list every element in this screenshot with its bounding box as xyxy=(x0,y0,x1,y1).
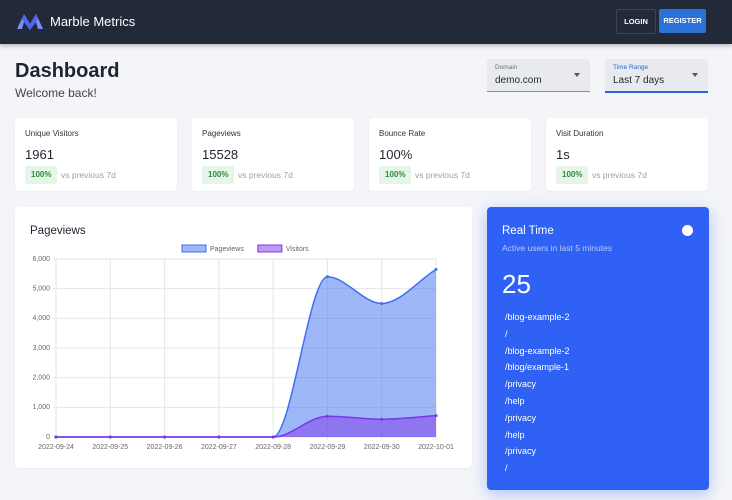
x-tick-label: 2022-09-30 xyxy=(364,444,400,451)
realtime-page: / xyxy=(505,328,508,339)
realtime-page: /privacy xyxy=(505,379,537,390)
point xyxy=(54,435,58,439)
legend-label: Visitors xyxy=(286,246,309,253)
select-field[interactable]: Time Range Last 7 days xyxy=(605,59,708,93)
legend-label: Pageviews xyxy=(210,246,244,253)
realtime-panel: Real Time Active users in last 5 minutes… xyxy=(487,207,709,490)
x-tick-label: 2022-09-26 xyxy=(147,444,183,451)
stat-card: Visit Duration 1s 100% vs previous 7d xyxy=(546,118,708,191)
realtime-page: /privacy xyxy=(505,446,537,457)
y-tick-label: 1,000 xyxy=(32,404,50,411)
realtime-page: /help xyxy=(505,396,525,406)
legend-swatch xyxy=(181,244,207,253)
realtime-page: /blog-example-2 xyxy=(505,345,570,356)
realtime-page: /blog/example-1 xyxy=(505,362,570,373)
stat-note: vs previous 7d xyxy=(61,170,116,180)
stat-name: Bounce Rate xyxy=(379,129,426,138)
x-tick-label: 2022-09-28 xyxy=(255,444,291,451)
stat-note: vs previous 7d xyxy=(238,170,293,180)
x-tick-label: 2022-10-01 xyxy=(418,444,454,451)
point xyxy=(217,435,221,439)
chart-card: Pageviews 0 1,000 2,000 3,000 4,000 5,000 6,00… xyxy=(15,207,472,468)
area xyxy=(56,415,436,437)
select-label: Time Range xyxy=(613,64,649,71)
line xyxy=(55,414,437,438)
x-tick-label: 2022-09-29 xyxy=(310,444,346,451)
page-subtitle: Welcome back! xyxy=(15,86,97,100)
y-tick-label: 6,000 xyxy=(32,256,50,263)
stat-card: Pageviews 15528 100% vs previous 7d xyxy=(192,118,354,191)
chart-title: Pageviews xyxy=(30,225,86,237)
realtime-count: 25 xyxy=(502,269,531,299)
select-value: demo.com xyxy=(495,75,542,86)
stat-change: 100% xyxy=(25,166,58,184)
x-tick-label: 2022-09-25 xyxy=(92,444,128,451)
stat-card: Unique Visitors 1961 100% vs previous 7d xyxy=(15,118,177,191)
stat-card: Bounce Rate 100% 100% vs previous 7d xyxy=(369,118,531,191)
stat-value: 15528 xyxy=(202,147,239,162)
realtime-page: /help xyxy=(505,429,525,440)
select-caret xyxy=(692,73,698,77)
realtime-page: / xyxy=(505,463,508,474)
realtime-title: Real Time xyxy=(502,225,554,237)
select-caret xyxy=(574,73,580,77)
point xyxy=(325,275,329,279)
realtime-page: /privacy xyxy=(505,412,537,423)
stat-value: 100% xyxy=(379,147,413,162)
point xyxy=(108,435,112,439)
stat-change: 100% xyxy=(202,166,235,184)
stat-name: Pageviews xyxy=(202,129,241,138)
y-tick-label: 0 xyxy=(46,434,50,441)
stat-change: 100% xyxy=(556,166,589,184)
point xyxy=(434,267,438,271)
chart: Pageviews 0 1,000 2,000 3,000 4,000 5,000 6,00… xyxy=(30,225,454,451)
point xyxy=(163,435,167,439)
point xyxy=(380,417,384,421)
live-indicator xyxy=(682,225,693,236)
legend-swatch xyxy=(257,244,283,253)
y-tick-label: 4,000 xyxy=(32,315,50,322)
top-bar: Marble Metrics LOGIN REGISTER xyxy=(0,0,732,44)
y-tick-label: 3,000 xyxy=(32,345,50,352)
y-tick-label: 5,000 xyxy=(32,286,50,293)
stat-name: Unique Visitors xyxy=(25,129,79,138)
login-button[interactable]: LOGIN xyxy=(616,9,656,34)
stat-note: vs previous 7d xyxy=(592,170,647,180)
stat-note: vs previous 7d xyxy=(415,170,470,180)
select-value: Last 7 days xyxy=(613,75,665,86)
page-title: Dashboard xyxy=(15,60,120,82)
realtime-subtitle: Active users in last 5 minutes xyxy=(502,243,613,253)
point xyxy=(271,435,275,439)
x-tick-label: 2022-09-27 xyxy=(201,444,237,451)
logo xyxy=(17,14,43,30)
realtime-page: /blog-example-2 xyxy=(505,312,570,322)
area xyxy=(56,269,436,437)
point xyxy=(380,302,384,305)
y-tick-label: 2,000 xyxy=(32,375,50,382)
select-field[interactable]: Domain demo.com xyxy=(487,59,590,92)
brand[interactable]: Marble Metrics xyxy=(50,14,136,29)
x-tick-label: 2022-09-24 xyxy=(38,444,74,451)
stat-name: Visit Duration xyxy=(556,129,604,138)
stat-value: 1s xyxy=(556,147,570,162)
point xyxy=(325,414,329,418)
stat-change: 100% xyxy=(379,166,412,184)
register-button[interactable]: REGISTER xyxy=(659,9,706,33)
select-label: Domain xyxy=(495,64,518,71)
stat-value: 1961 xyxy=(25,147,54,162)
point xyxy=(434,414,438,418)
